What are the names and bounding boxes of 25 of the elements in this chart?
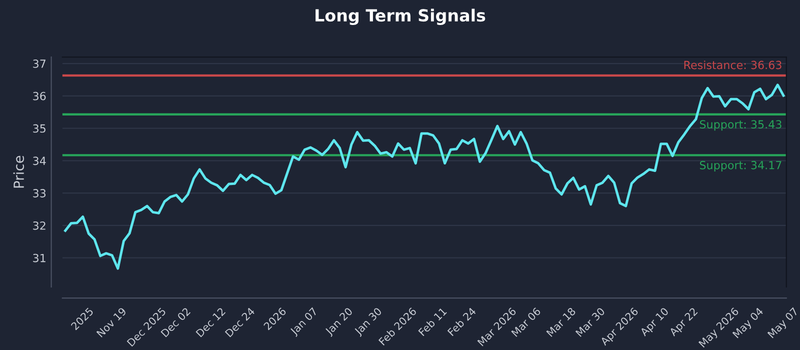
x-tick-label: Jan 20: [324, 307, 354, 337]
y-tick-label: 37: [33, 60, 46, 68]
x-tick-label: Jan 07: [289, 307, 320, 337]
chart-title: Long Term Signals: [316, 8, 486, 26]
x-tick-label: Apr 10: [639, 307, 670, 338]
x-tick-label: Apr 22: [668, 307, 700, 338]
x-tick-label: Mar 30: [575, 307, 606, 338]
y-tick-label: 35: [33, 124, 46, 133]
y-tick-label: 33: [33, 189, 46, 198]
y-tick-label: 31: [33, 254, 46, 262]
x-tick-label: Feb 11: [418, 307, 447, 336]
x-tick-label: Dec 24: [224, 306, 256, 338]
y-tick-label: 32: [33, 221, 46, 230]
y-axis-title: Price: [13, 156, 24, 188]
x-tick-label: Mar 18: [546, 307, 576, 338]
x-tick-label: Nov 19: [96, 307, 127, 338]
y-tick-label: 34: [33, 156, 46, 166]
x-tick-label: Dec 12: [196, 307, 226, 338]
ref-line-label: Support: 35.43: [700, 120, 782, 131]
y-tick-label: 36: [33, 92, 46, 100]
x-tick-label: Jan 30: [354, 307, 384, 337]
ref-line-label: Resistance: 36.63: [684, 60, 782, 70]
x-tick-label: Feb 24: [447, 306, 476, 336]
ref-line-label: Support: 34.17: [700, 160, 782, 172]
line-series: [64, 84, 785, 270]
